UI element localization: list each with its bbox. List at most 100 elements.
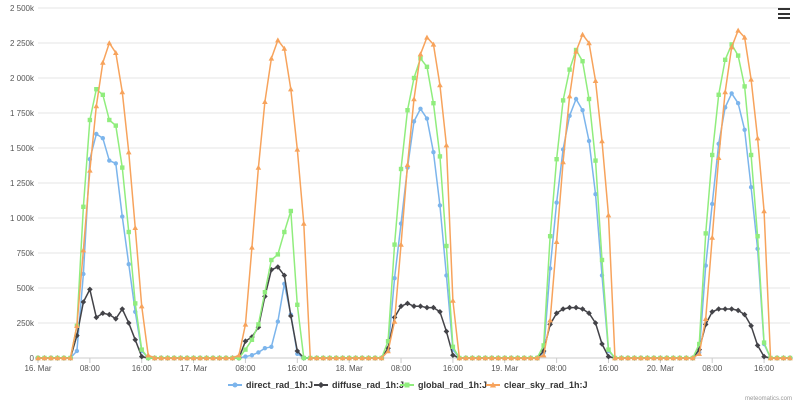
data-point[interactable] (443, 142, 450, 148)
data-point[interactable] (702, 321, 709, 328)
data-point[interactable] (560, 306, 566, 312)
data-point[interactable] (742, 127, 747, 132)
data-point[interactable] (450, 297, 456, 303)
data-point[interactable] (715, 155, 722, 160)
data-point[interactable] (606, 347, 611, 352)
data-point[interactable] (710, 201, 715, 207)
data-point[interactable] (424, 64, 430, 69)
data-point[interactable] (424, 304, 430, 311)
data-point[interactable] (755, 234, 760, 239)
data-point[interactable] (735, 53, 741, 58)
data-point[interactable] (599, 341, 605, 347)
data-point[interactable] (372, 355, 378, 361)
data-point[interactable] (385, 339, 391, 344)
data-point[interactable] (300, 220, 307, 226)
data-point[interactable] (651, 355, 657, 361)
data-point[interactable] (592, 78, 599, 83)
data-point[interactable] (249, 353, 255, 358)
data-point[interactable] (748, 323, 754, 329)
data-point[interactable] (748, 185, 754, 190)
data-point[interactable] (593, 158, 598, 163)
data-point[interactable] (275, 319, 281, 324)
data-point[interactable] (527, 355, 534, 361)
data-point[interactable] (288, 208, 294, 214)
data-point[interactable] (573, 96, 579, 102)
data-point[interactable] (197, 355, 203, 361)
data-point[interactable] (741, 311, 748, 318)
data-point[interactable] (307, 355, 314, 361)
data-point[interactable] (164, 355, 171, 361)
data-point[interactable] (735, 101, 741, 106)
data-point[interactable] (573, 304, 579, 311)
data-point[interactable] (586, 96, 592, 102)
data-point[interactable] (80, 299, 87, 305)
data-point[interactable] (74, 323, 80, 328)
data-point[interactable] (553, 239, 560, 244)
data-point[interactable] (100, 310, 106, 316)
data-point[interactable] (501, 355, 508, 361)
data-point[interactable] (431, 101, 436, 106)
data-point[interactable] (48, 355, 54, 361)
data-point[interactable] (599, 257, 605, 263)
data-point[interactable] (138, 303, 145, 309)
data-point[interactable] (359, 355, 365, 361)
data-point[interactable] (521, 355, 528, 361)
data-point[interactable] (554, 200, 559, 205)
data-point[interactable] (605, 353, 612, 360)
data-point[interactable] (573, 48, 579, 54)
data-point[interactable] (262, 346, 268, 351)
data-point[interactable] (281, 272, 288, 279)
series-line[interactable] (38, 266, 790, 359)
data-point[interactable] (288, 86, 294, 92)
data-point[interactable] (417, 303, 424, 309)
data-point[interactable] (125, 320, 132, 326)
data-point[interactable] (702, 316, 709, 321)
data-point[interactable] (190, 355, 197, 361)
data-point[interactable] (696, 351, 703, 356)
data-point[interactable] (281, 45, 288, 51)
data-point[interactable] (722, 57, 728, 62)
data-point[interactable] (87, 167, 93, 173)
data-point[interactable] (158, 355, 164, 361)
menu-icon[interactable] (778, 8, 790, 19)
data-point[interactable] (74, 332, 80, 339)
data-point[interactable] (437, 309, 443, 315)
data-point[interactable] (424, 34, 430, 40)
data-point[interactable] (547, 321, 553, 328)
data-point[interactable] (579, 306, 586, 312)
data-point[interactable] (236, 352, 242, 358)
data-point[interactable] (223, 355, 229, 361)
data-point[interactable] (294, 348, 301, 354)
data-point[interactable] (722, 306, 728, 312)
data-point[interactable] (132, 225, 139, 230)
data-point[interactable] (715, 306, 722, 312)
data-point[interactable] (106, 311, 113, 318)
data-point[interactable] (249, 337, 255, 342)
data-point[interactable] (710, 152, 715, 158)
data-point[interactable] (275, 264, 281, 270)
data-point[interactable] (580, 108, 585, 113)
data-point[interactable] (767, 355, 774, 361)
data-point[interactable] (444, 243, 449, 249)
data-point[interactable] (392, 276, 397, 281)
data-point[interactable] (94, 87, 99, 92)
data-point[interactable] (132, 337, 139, 343)
data-point[interactable] (729, 42, 734, 47)
data-point[interactable] (411, 75, 417, 81)
data-point[interactable] (119, 89, 126, 95)
data-point[interactable] (229, 355, 236, 361)
data-point[interactable] (113, 123, 118, 128)
data-point[interactable] (488, 355, 495, 361)
data-point[interactable] (184, 355, 190, 361)
data-point[interactable] (126, 229, 131, 235)
data-point[interactable] (476, 355, 482, 361)
data-point[interactable] (638, 355, 644, 361)
data-point[interactable] (256, 322, 261, 327)
data-point[interactable] (567, 67, 572, 72)
data-point[interactable] (729, 91, 734, 96)
data-point[interactable] (709, 234, 716, 240)
data-point[interactable] (722, 89, 728, 95)
data-point[interactable] (275, 252, 281, 257)
legend-item[interactable]: clear_sky_rad_1h:J (486, 380, 588, 390)
data-point[interactable] (295, 302, 300, 307)
